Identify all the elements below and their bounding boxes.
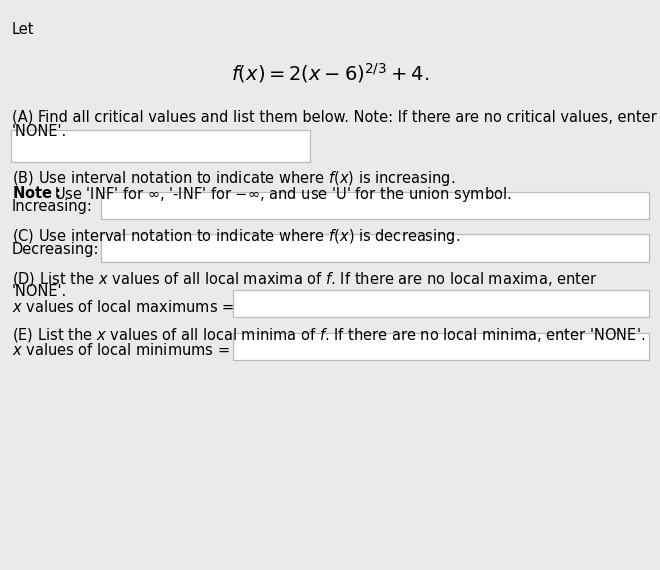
Text: (E) List the $x$ values of all local minima of $f$. If there are no local minima: (E) List the $x$ values of all local min… [12,326,645,344]
Text: Let: Let [12,22,34,36]
Text: Decreasing:: Decreasing: [12,242,100,257]
Text: (C) Use interval notation to indicate where $f(x)$ is decreasing.: (C) Use interval notation to indicate wh… [12,227,460,246]
Text: $\mathbf{Note:}$: $\mathbf{Note:}$ [12,185,60,201]
Text: 'NONE'.: 'NONE'. [12,124,67,139]
Text: (B) Use interval notation to indicate where $f(x)$ is increasing.: (B) Use interval notation to indicate wh… [12,169,455,188]
Text: Use 'INF' for $\infty$, '-INF' for $-\infty$, and use 'U' for the union symbol.: Use 'INF' for $\infty$, '-INF' for $-\in… [54,185,512,203]
FancyBboxPatch shape [101,234,649,262]
FancyBboxPatch shape [11,130,310,162]
Text: $f(x) = 2(x - 6)^{2/3} + 4.$: $f(x) = 2(x - 6)^{2/3} + 4.$ [231,61,429,85]
Text: $x$ values of local maximums =: $x$ values of local maximums = [12,299,234,315]
FancyBboxPatch shape [233,333,649,360]
Text: (D) List the $x$ values of all local maxima of $f$. If there are no local maxima: (D) List the $x$ values of all local max… [12,270,597,288]
FancyBboxPatch shape [101,192,649,219]
Text: $x$ values of local minimums =: $x$ values of local minimums = [12,342,230,358]
Text: 'NONE'.: 'NONE'. [12,284,67,299]
FancyBboxPatch shape [233,290,649,317]
Text: Increasing:: Increasing: [12,200,93,214]
Text: (A) Find all critical values and list them below. Note: If there are no critical: (A) Find all critical values and list th… [12,109,657,124]
